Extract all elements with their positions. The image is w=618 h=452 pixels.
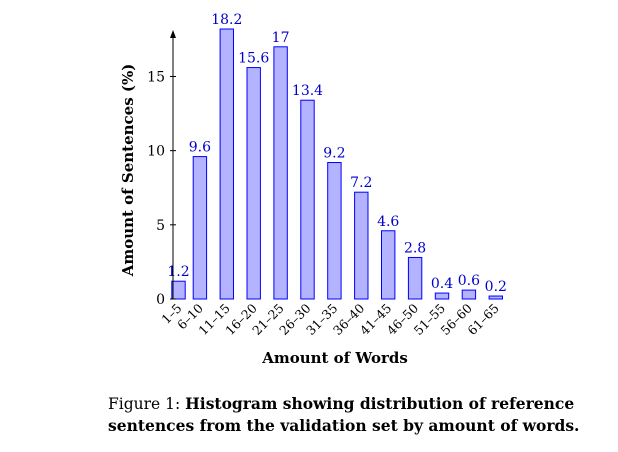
data-label-46–50: 2.8	[404, 240, 426, 256]
bar-46–50	[407, 256, 423, 300]
bar-51–55	[434, 292, 450, 300]
caption-label: Figure 1:	[108, 395, 181, 413]
bar-6–10	[192, 156, 208, 300]
bars-group	[171, 28, 504, 300]
data-label-51–55: 0.4	[431, 276, 453, 292]
x-axis-label: Amount of Words	[261, 349, 408, 367]
y-axis-arrow	[170, 30, 176, 38]
data-label-56–60: 0.6	[458, 273, 480, 289]
data-label-61–65: 0.2	[485, 279, 507, 295]
data-label-36–40: 7.2	[350, 175, 372, 191]
bar-31–35	[327, 162, 342, 300]
y-axis-label: Amount of Sentences (%)	[119, 64, 137, 278]
bar-1–5	[171, 280, 186, 300]
data-label-31–35: 9.2	[323, 146, 345, 162]
figure-caption: Figure 1: Histogram showing distribution…	[108, 393, 608, 437]
bar-61–65	[488, 295, 504, 300]
data-label-41–45: 4.6	[377, 214, 399, 230]
bar-26–30	[300, 99, 315, 300]
data-label-11–15: 18.2	[211, 12, 242, 28]
data-labels-group: 1.2 9.6 18.2 15.617 13.4 9.2 7.2 4.6 2.8 0.4 0.6 0.…	[167, 12, 507, 295]
data-label-26–30: 13.4	[292, 83, 323, 99]
bar-41–45	[381, 230, 396, 300]
y-tick-label: 5	[156, 218, 165, 234]
bar-11–15	[219, 28, 235, 300]
bar-56–60	[461, 289, 477, 300]
y-tick-label: 0	[156, 292, 165, 308]
bar-16–20	[246, 67, 261, 300]
caption-text: Histogram showing distribution of refere…	[108, 394, 580, 435]
data-label-21–25: 17	[272, 30, 290, 46]
y-axis: 0 5 10 15	[147, 30, 176, 308]
data-label-1–5: 1.2	[167, 264, 189, 280]
histogram-chart: 1.2 9.6 18.2 15.617 13.4 9.2 7.2 4.6 2.8 0.4 0.6 0.…	[119, 12, 507, 367]
bar-36–40	[354, 191, 369, 300]
bar-21–25	[273, 46, 288, 300]
y-tick-label: 15	[147, 69, 165, 85]
data-label-6–10: 9.6	[189, 140, 211, 156]
data-label-16–20: 15.6	[238, 51, 269, 67]
x-tick-labels: 1–56–1011–1516–2021–2526–3031–3536–4041–…	[158, 300, 502, 338]
y-tick-label: 10	[147, 144, 165, 160]
